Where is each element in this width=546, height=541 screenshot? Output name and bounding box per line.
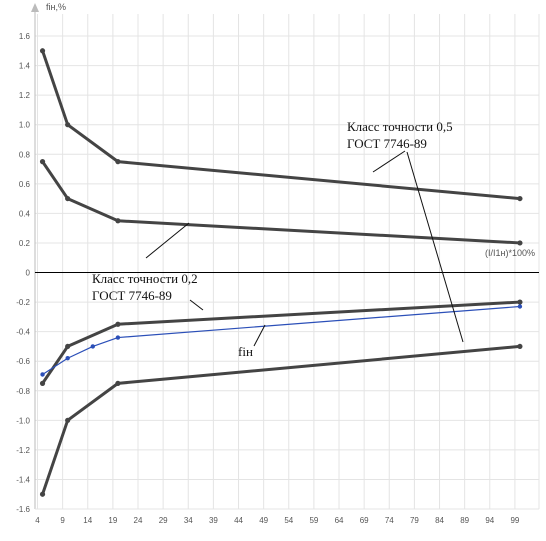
y-tick-label: 0.8 xyxy=(19,150,31,159)
data-point-limit xyxy=(115,321,121,327)
x-tick-label: 54 xyxy=(284,516,293,525)
data-point-limit xyxy=(115,218,121,224)
x-tick-label: 4 xyxy=(35,516,40,525)
data-point-limit xyxy=(39,159,46,165)
data-point-fin xyxy=(90,344,95,349)
annotation-leader-line xyxy=(406,151,464,343)
y-tick-label: 0.6 xyxy=(19,180,31,189)
data-point-limit xyxy=(517,343,523,350)
series-line-limit xyxy=(41,160,521,245)
y-tick-label: 1.4 xyxy=(19,62,31,71)
series-line-limit xyxy=(41,50,521,201)
y-tick-label: -0.4 xyxy=(16,328,30,337)
data-point-limit xyxy=(39,380,46,386)
annotation-leader-line xyxy=(189,299,204,311)
series-line-limit xyxy=(41,344,521,495)
data-point-limit xyxy=(65,417,71,423)
annotation-class-05-line1: Класс точности 0,5 xyxy=(347,119,453,134)
y-tick-label: 0.2 xyxy=(19,239,31,248)
data-point-limit xyxy=(115,380,121,386)
y-tick-label: 1.6 xyxy=(19,32,31,41)
data-point-fin xyxy=(40,372,45,377)
y-tick-label: -0.8 xyxy=(16,387,30,396)
y-tick-label: -1.6 xyxy=(16,505,30,514)
y-tick-label: 1.0 xyxy=(19,121,31,130)
data-point-limit xyxy=(65,343,71,350)
x-axis-label: (I/I1н)*100% xyxy=(485,248,535,258)
x-tick-label: 94 xyxy=(485,516,494,525)
x-tick-label: 24 xyxy=(134,516,143,525)
x-tick-label: 39 xyxy=(209,516,218,525)
series-group xyxy=(39,48,523,497)
x-tick-label: 99 xyxy=(510,516,519,525)
y-axis-arrow-icon xyxy=(31,3,39,12)
annotation-leader-line xyxy=(253,324,266,347)
y-tick-label: -1.2 xyxy=(16,446,30,455)
tick-labels: 4 9 14 19 24 29 34 39 44 49 54 59 64 69 74 79 84 89 94 991.… xyxy=(16,32,520,525)
data-point-limit xyxy=(115,159,121,165)
data-point-limit xyxy=(517,195,523,202)
data-point-limit xyxy=(39,48,46,54)
x-tick-label: 44 xyxy=(234,516,243,525)
annotation-class-02-line1: Класс точности 0,2 xyxy=(92,271,198,286)
x-tick-label: 34 xyxy=(184,516,193,525)
data-point-limit xyxy=(517,240,523,246)
annotation-leaders xyxy=(145,150,464,347)
data-point-limit xyxy=(517,299,523,305)
x-tick-label: 19 xyxy=(108,516,117,525)
annotation-class-02-line2: ГОСТ 7746-89 xyxy=(92,288,172,303)
x-tick-label: 79 xyxy=(410,516,419,525)
y-tick-label: 0.4 xyxy=(19,209,31,218)
annotation-class-05-line2: ГОСТ 7746-89 xyxy=(347,136,427,151)
y-tick-label: 0 xyxy=(26,269,31,278)
y-axis-label: fін,% xyxy=(46,2,66,12)
data-point-fin xyxy=(115,335,121,340)
data-point-limit xyxy=(39,491,46,497)
x-tick-label: 69 xyxy=(360,516,369,525)
x-tick-label: 59 xyxy=(309,516,318,525)
annotation-leader-line xyxy=(372,150,406,173)
y-tick-label: -0.6 xyxy=(16,357,30,366)
data-point-limit xyxy=(65,122,71,128)
y-tick-label: -1.4 xyxy=(16,475,30,484)
y-tick-label: -0.2 xyxy=(16,298,30,307)
annotation-fin: fін xyxy=(238,344,253,359)
annotation-leader-line xyxy=(145,222,190,259)
data-point-fin xyxy=(65,356,70,361)
x-tick-label: 29 xyxy=(159,516,168,525)
x-tick-label: 74 xyxy=(385,516,394,525)
series-line-limit xyxy=(41,300,521,385)
y-tick-label: -1.0 xyxy=(16,416,30,425)
x-tick-label: 84 xyxy=(435,516,444,525)
axes xyxy=(31,3,539,510)
x-tick-label: 64 xyxy=(335,516,344,525)
data-point-limit xyxy=(65,195,71,202)
grid xyxy=(35,14,540,510)
x-tick-label: 9 xyxy=(60,516,65,525)
x-tick-label: 14 xyxy=(83,516,92,525)
x-tick-label: 89 xyxy=(460,516,469,525)
x-tick-label: 49 xyxy=(259,516,268,525)
y-tick-label: 1.2 xyxy=(19,91,31,100)
data-point-fin xyxy=(517,304,523,309)
